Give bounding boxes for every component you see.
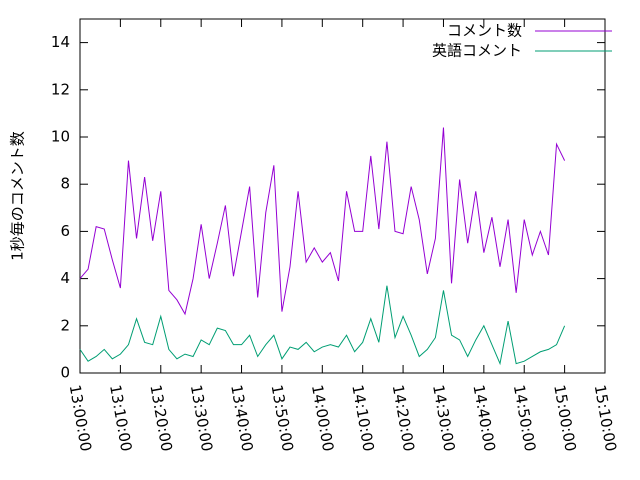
y-tick-label: 10 xyxy=(51,128,70,146)
x-tick-label: 13:40:00 xyxy=(227,383,256,452)
y-tick-label: 12 xyxy=(51,80,70,98)
y-tick-label: 2 xyxy=(60,316,70,334)
plot-border xyxy=(79,18,606,374)
x-tick-label: 13:20:00 xyxy=(146,383,175,452)
line-series xyxy=(79,285,566,366)
x-tick-label: 13:50:00 xyxy=(268,383,297,452)
y-tick-label: 14 xyxy=(51,33,70,51)
y-axis-label: 1秒毎のコメント数 xyxy=(9,131,27,261)
line-series xyxy=(79,127,566,316)
legend-label: 英語コメント xyxy=(432,42,522,60)
x-tick-label: 14:50:00 xyxy=(510,383,539,452)
y-tick-label: 4 xyxy=(60,269,70,287)
x-tick-label: 13:00:00 xyxy=(66,383,95,452)
x-tick-label: 15:00:00 xyxy=(550,383,579,452)
x-tick-label: 14:30:00 xyxy=(429,383,458,452)
x-tick-label: 14:40:00 xyxy=(469,383,498,452)
x-tick-label: 14:20:00 xyxy=(389,383,418,452)
legend-label: コメント数 xyxy=(447,22,522,40)
x-tick-label: 14:00:00 xyxy=(308,383,337,452)
x-tick-label: 15:10:00 xyxy=(591,383,620,452)
x-tick-label: 13:10:00 xyxy=(106,383,135,452)
y-tick-label: 6 xyxy=(60,222,70,240)
x-tick-label: 13:30:00 xyxy=(187,383,216,452)
y-tick-label: 0 xyxy=(60,364,70,382)
y-tick-label: 8 xyxy=(60,175,70,193)
x-tick-label: 14:10:00 xyxy=(348,383,377,452)
